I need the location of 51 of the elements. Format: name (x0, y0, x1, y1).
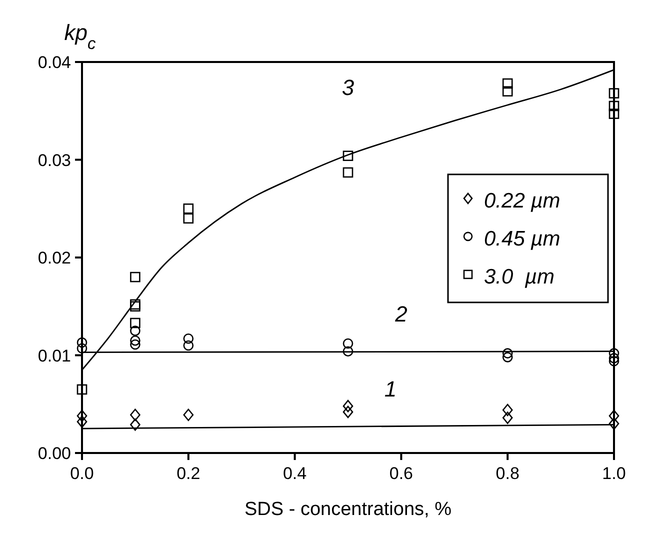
point (183, 340, 194, 351)
y-tick-label: 0.04 (38, 53, 71, 72)
point (130, 408, 140, 422)
y-axis-title: kp$_{c}$ (64, 20, 96, 53)
point (342, 167, 354, 178)
point (342, 338, 354, 349)
legend-label: 3.0 µm (484, 265, 554, 288)
point (502, 412, 513, 424)
point (130, 335, 140, 346)
legend-label: 0.22 µm (484, 189, 560, 212)
point (183, 203, 194, 214)
x-tick-label: 0.8 (496, 464, 520, 483)
point (342, 406, 354, 418)
point (342, 150, 354, 161)
point (130, 326, 140, 336)
x-tick-label: 0.6 (389, 464, 414, 483)
point (608, 108, 620, 119)
point (76, 410, 88, 422)
point (608, 100, 620, 112)
legend-label: 0.45 µm (484, 227, 560, 250)
point (183, 408, 194, 422)
point (130, 318, 140, 328)
x-tick-label: 0.4 (282, 464, 307, 483)
x-tick-label: 0.2 (176, 464, 200, 483)
point (130, 418, 140, 431)
point (130, 339, 140, 350)
point (502, 348, 513, 358)
point (76, 384, 88, 395)
point (342, 346, 354, 356)
annotation: 1 (384, 376, 397, 402)
point (502, 78, 513, 89)
y-tick-label: 0.02 (38, 248, 71, 268)
point (183, 333, 194, 344)
annotation: 2 (394, 302, 408, 327)
point (502, 404, 513, 416)
y-tick-label: 0.03 (38, 150, 71, 170)
point (502, 352, 513, 362)
point (183, 213, 194, 224)
y-tick-label: 0.00 (38, 444, 71, 463)
annotation: 3 (342, 74, 355, 100)
x-tick-label: 1.0 (602, 464, 626, 483)
point (608, 418, 620, 430)
point (76, 416, 88, 428)
point (502, 86, 513, 96)
point (608, 88, 620, 98)
x-tick-label: 0.0 (70, 464, 94, 483)
point (342, 400, 354, 412)
point (130, 272, 140, 282)
point (608, 410, 620, 422)
y-tick-label: 0.01 (38, 346, 71, 366)
x-axis-title: SDS - concentrations, % (244, 499, 452, 520)
